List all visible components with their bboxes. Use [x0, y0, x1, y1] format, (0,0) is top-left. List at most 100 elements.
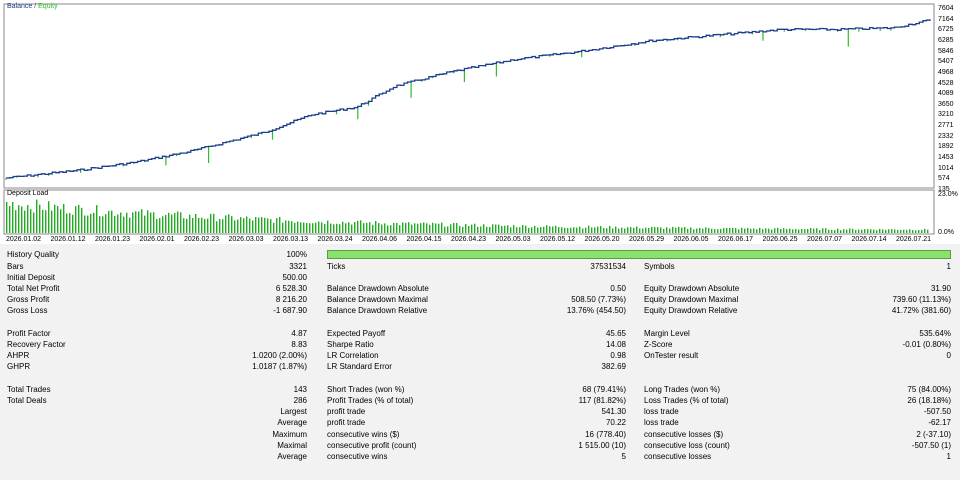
loss-trades-value: 26 (18.18%) [907, 396, 951, 405]
load-bar [624, 228, 626, 233]
load-bar [879, 228, 881, 233]
load-bar [309, 223, 311, 233]
average-loss-value: -62.17 [928, 418, 951, 427]
load-bar [417, 223, 419, 233]
load-bar [603, 228, 605, 233]
load-bar [477, 226, 479, 233]
load-bar [522, 225, 524, 233]
load-bar [393, 222, 395, 233]
load-bar [744, 228, 746, 233]
load-bar [21, 206, 23, 233]
load-bar [219, 219, 221, 233]
load-bar [6, 202, 8, 233]
load-bar [771, 229, 773, 233]
load-bar [75, 206, 77, 233]
margin-level-value: 535.64% [919, 329, 951, 338]
y-tick-label: 5846 [938, 47, 954, 55]
load-bar [903, 229, 905, 233]
recovery-factor-value: 8.83 [291, 340, 307, 349]
report-row-ghpr: GHPR 1.0187 (1.87%) LR Standard Error 38… [0, 361, 960, 372]
load-bar [924, 228, 926, 233]
load-bar [243, 218, 245, 233]
load-bar [84, 215, 86, 233]
deposit-load-title: Deposit Load [7, 190, 49, 197]
sharpe-ratio-value: 14.08 [605, 340, 626, 349]
equity-dd-rel-value: 41.72% (381.60) [891, 306, 951, 315]
load-bar [435, 223, 437, 233]
load-bar [927, 229, 929, 233]
report-row-ahpr: AHPR 1.0200 (2.00%) LR Correlation 0.98 … [0, 350, 960, 361]
load-bar [588, 225, 590, 233]
load-bar [360, 220, 362, 233]
load-bar [645, 227, 647, 233]
load-bar [192, 218, 194, 233]
initial-deposit-value: 500.00 [282, 273, 307, 282]
expected-payoff-label: Expected Payoff [327, 329, 386, 338]
load-bar [462, 226, 464, 233]
load-bar [432, 222, 434, 233]
balance-line [6, 19, 931, 179]
load-bar [768, 228, 770, 233]
y-tick-label: 1453 [938, 154, 954, 162]
load-bar [501, 225, 503, 233]
load-bar [324, 223, 326, 233]
load-bar [465, 224, 467, 233]
profit-trades-value: 117 (81.82%) [578, 396, 626, 405]
load-bar [300, 222, 302, 233]
load-bar [396, 222, 398, 233]
load-bar [555, 225, 557, 233]
load-bar [714, 229, 716, 233]
load-bar [579, 226, 581, 233]
load-bar [873, 229, 875, 233]
report-row-total-trades: Total Trades 143 Short Trades (won %) 68… [0, 384, 960, 395]
load-bar [291, 221, 293, 233]
average2-profit-label: consecutive wins [327, 452, 388, 461]
maximum-profit-label: consecutive wins ($) [327, 430, 400, 439]
load-bar [135, 211, 137, 233]
largest-profit-value: 541.30 [601, 407, 626, 416]
load-bar [399, 225, 401, 233]
load-bar [900, 229, 902, 233]
load-bar [216, 221, 218, 233]
load-bar [267, 218, 269, 233]
load-bar [831, 229, 833, 233]
gross-loss-value: -1 687.90 [273, 306, 307, 315]
load-bar [198, 217, 200, 233]
x-tick-label: 2026.03.13 [273, 236, 309, 243]
equity-dd-max-label: Equity Drawdown Maximal [644, 295, 739, 304]
load-tick-min: 0.0% [938, 229, 954, 236]
load-bar [516, 227, 518, 233]
load-bar [696, 228, 698, 233]
y-tick-label: 3650 [938, 100, 954, 108]
load-bar [33, 212, 35, 233]
load-bar [567, 228, 569, 233]
load-bar [237, 219, 239, 233]
load-bar [240, 217, 242, 233]
load-bar [354, 222, 356, 233]
report-row-history-quality: History Quality 100% [0, 249, 960, 260]
load-bar [210, 213, 212, 233]
load-bar [183, 218, 185, 233]
load-bar [594, 227, 596, 233]
load-bar [336, 223, 338, 233]
load-bar [762, 229, 764, 233]
balance-dd-abs-label: Balance Drawdown Absolute [327, 284, 429, 293]
load-bar [621, 227, 623, 233]
short-trades-label: Short Trades (won %) [327, 385, 405, 394]
load-bar [765, 228, 767, 233]
x-tick-label: 2026.05.29 [629, 236, 665, 243]
load-bar [78, 205, 80, 233]
balance-dd-rel-value: 13.76% (454.50) [566, 306, 626, 315]
load-bar [459, 225, 461, 233]
load-bar [654, 227, 656, 233]
load-bar [729, 227, 731, 233]
history-quality-value: 100% [286, 250, 307, 259]
load-bar [36, 199, 38, 233]
load-bar [564, 227, 566, 233]
load-bar [378, 223, 380, 233]
load-bar [105, 214, 107, 233]
equity-dd-max-value: 739.60 (11.13%) [892, 295, 951, 304]
legend-balance: Balance [7, 3, 33, 10]
load-bar [600, 226, 602, 233]
load-bar [390, 225, 392, 233]
